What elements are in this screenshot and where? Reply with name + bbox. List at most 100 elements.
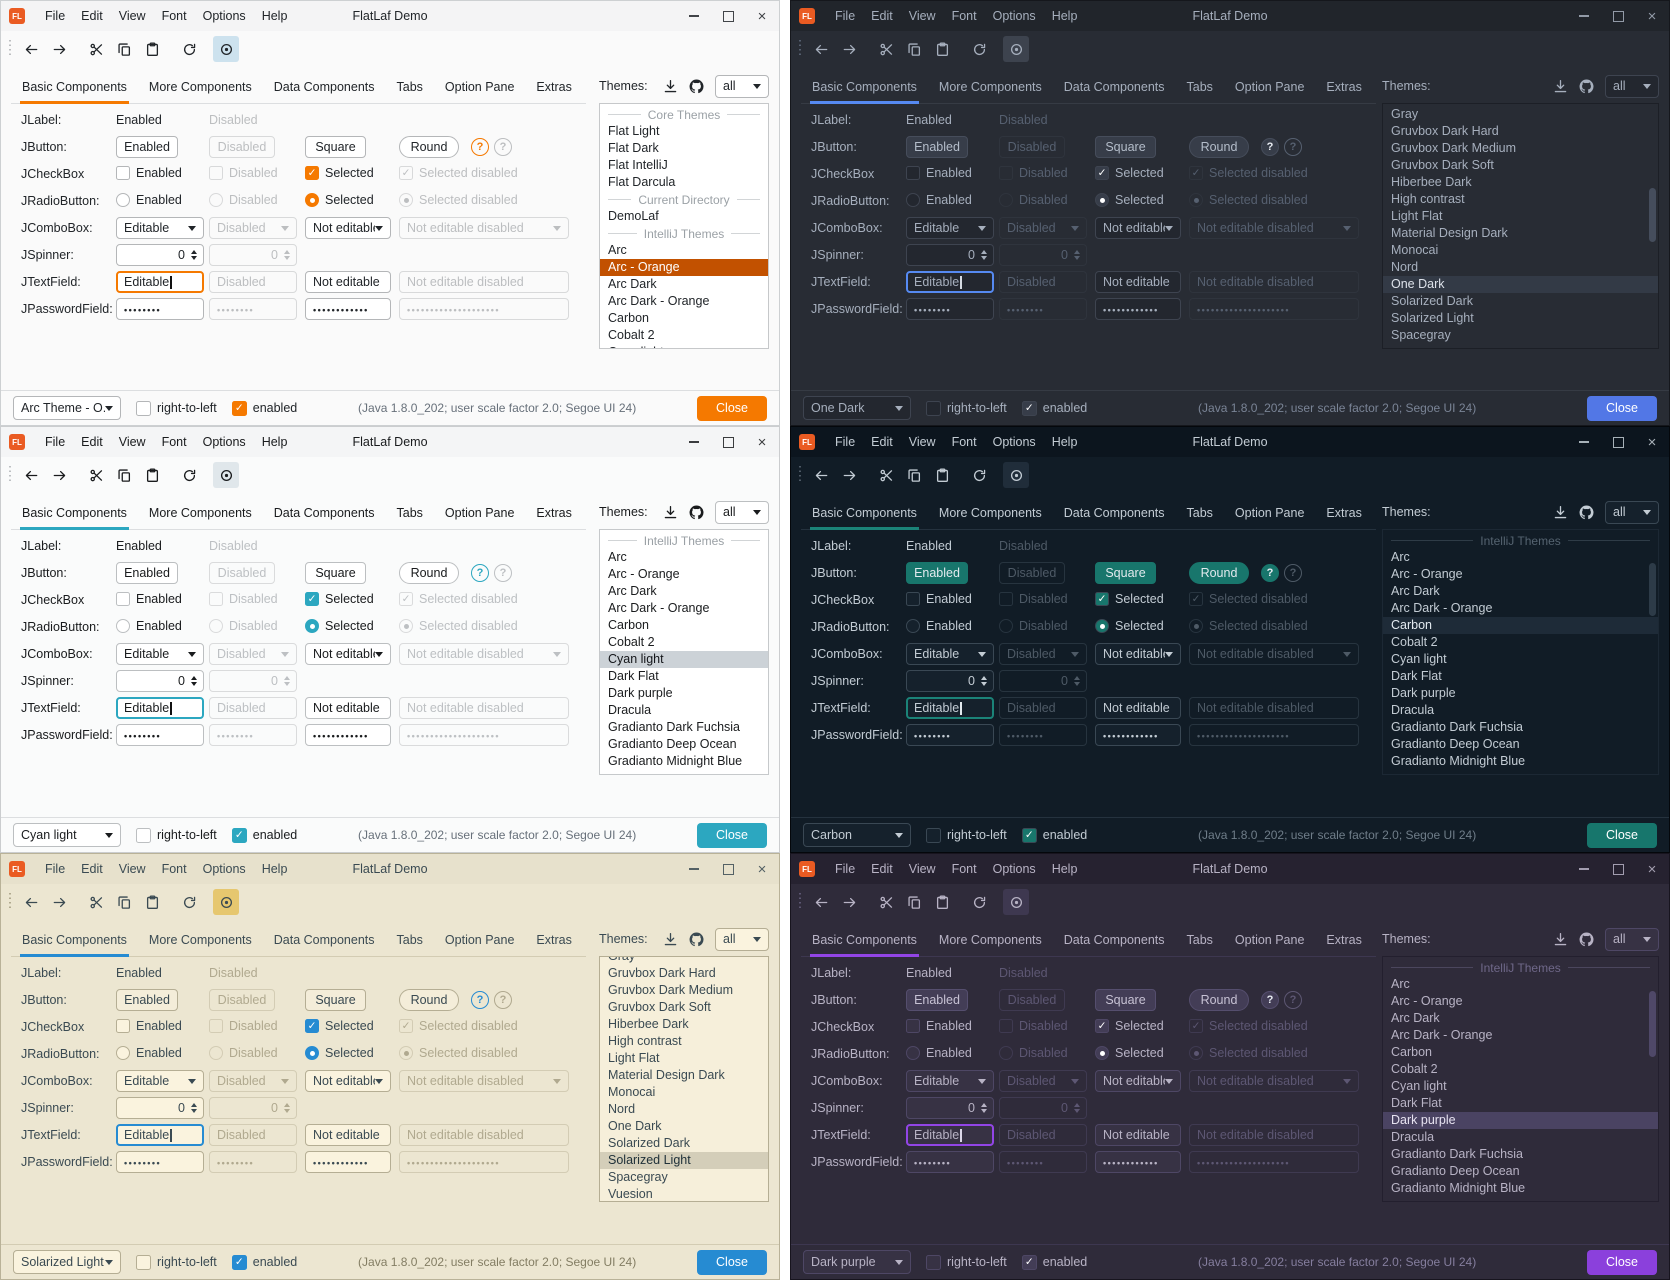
- jcombobox-not-editable-disabled[interactable]: Not editable disabled: [1189, 217, 1359, 239]
- tab-extras[interactable]: Extras: [1326, 506, 1362, 520]
- theme-list-item-solarized-dark[interactable]: Solarized Dark: [608, 1136, 690, 1150]
- help-button-disabled[interactable]: ?: [494, 564, 512, 582]
- rtl-checkbox[interactable]: right-to-left: [926, 827, 1007, 843]
- theme-list-item-carbon[interactable]: Carbon: [608, 311, 649, 325]
- theme-list-item-arc[interactable]: Arc: [1391, 550, 1410, 564]
- jcheckbox-selected-disabled[interactable]: Selected disabled: [1189, 592, 1359, 606]
- jcheckbox-selected-disabled[interactable]: Selected disabled: [399, 166, 569, 180]
- jradiobutton-enabled[interactable]: Enabled: [116, 619, 204, 633]
- paste-button[interactable]: [929, 889, 955, 915]
- tab-extras[interactable]: Extras: [536, 933, 572, 947]
- theme-list-item-arc[interactable]: Arc: [608, 243, 627, 257]
- theme-list-item-monocai[interactable]: Monocai: [608, 1085, 656, 1099]
- theme-list-item-gruvbox-dark-medium[interactable]: Gruvbox Dark Medium: [1391, 141, 1517, 155]
- close-button[interactable]: Close: [1587, 395, 1657, 421]
- menu-edit[interactable]: Edit: [871, 435, 893, 449]
- paste-button[interactable]: [139, 889, 165, 915]
- scrollbar-thumb[interactable]: [1649, 991, 1656, 1057]
- cut-button[interactable]: [873, 36, 899, 62]
- theme-list-item-solarized-dark[interactable]: Solarized Dark: [1391, 294, 1473, 308]
- close-window-button[interactable]: ×: [757, 860, 767, 878]
- menu-options[interactable]: Options: [992, 9, 1036, 23]
- theme-list-item-dracula[interactable]: Dracula: [1391, 1130, 1435, 1144]
- tab-data-components[interactable]: Data Components: [1063, 506, 1165, 520]
- jcheckbox-enabled[interactable]: Enabled: [116, 166, 204, 180]
- tab-more-components[interactable]: More Components: [148, 506, 252, 520]
- maximize-button[interactable]: [1601, 1, 1635, 31]
- jcheckbox-selected[interactable]: Selected: [1095, 592, 1181, 606]
- theme-list-item-carbon[interactable]: Carbon: [1391, 1045, 1432, 1059]
- tab-basic-components[interactable]: Basic Components: [11, 71, 138, 104]
- theme-list-item-gradianto-dark-fuchsia[interactable]: Gradianto Dark Fuchsia: [608, 720, 741, 734]
- theme-list-item-gradianto-deep-ocean[interactable]: Gradianto Deep Ocean: [1391, 1164, 1520, 1178]
- jradiobutton-enabled[interactable]: Enabled: [906, 1046, 994, 1060]
- theme-list[interactable]: IntelliJ Themes Arc Arc - Orange Arc Dark Ar…: [1382, 529, 1659, 775]
- jpasswordfield[interactable]: ••••••••: [999, 1151, 1087, 1173]
- tab-more-components[interactable]: More Components: [938, 80, 1042, 94]
- theme-combo[interactable]: Arc Theme - O...: [13, 396, 121, 420]
- help-button[interactable]: ?: [471, 564, 489, 582]
- theme-list-item-one-dark[interactable]: One Dark: [608, 1119, 662, 1133]
- menu-edit[interactable]: Edit: [871, 9, 893, 23]
- menu-font[interactable]: Font: [161, 9, 187, 23]
- jpasswordfield[interactable]: ••••••••••••: [1095, 724, 1181, 746]
- jtextfield-editable[interactable]: Editable: [116, 697, 204, 719]
- tab-option-pane[interactable]: Option Pane: [444, 933, 515, 947]
- tab-option-pane[interactable]: Option Pane: [1234, 80, 1305, 94]
- jspinner[interactable]: 0: [999, 244, 1087, 266]
- toolbar-grip[interactable]: [799, 40, 801, 58]
- jspinner[interactable]: 0: [116, 670, 204, 692]
- tab-data-components[interactable]: Data Components: [1063, 933, 1165, 947]
- jpasswordfield[interactable]: ••••••••: [209, 1151, 297, 1173]
- jcombobox-not-editable[interactable]: Not editable: [305, 643, 391, 665]
- theme-list-item-monocai[interactable]: Monocai: [1391, 243, 1439, 257]
- jtextfield-editable[interactable]: Editable: [116, 1124, 204, 1146]
- theme-list-item-spacegray[interactable]: Spacegray: [1391, 328, 1451, 342]
- cut-button[interactable]: [83, 889, 109, 915]
- menu-view[interactable]: View: [908, 435, 936, 449]
- paste-button[interactable]: [929, 462, 955, 488]
- jcombobox-editable[interactable]: Editable: [116, 643, 204, 665]
- show-hints-button[interactable]: [1003, 462, 1029, 488]
- jpasswordfield[interactable]: ••••••••: [116, 724, 204, 746]
- jtextfield-not-editable[interactable]: Not editable: [1095, 1124, 1181, 1146]
- rtl-checkbox[interactable]: right-to-left: [926, 1254, 1007, 1270]
- jtextfield-disabled[interactable]: Disabled: [209, 271, 297, 293]
- theme-list-item-gruvbox-dark-soft[interactable]: Gruvbox Dark Soft: [608, 1000, 711, 1014]
- show-hints-button[interactable]: [213, 889, 239, 915]
- enabled-checkbox[interactable]: enabled: [1021, 827, 1087, 843]
- enabled-checkbox[interactable]: enabled: [1021, 400, 1087, 416]
- theme-list-item-dracula[interactable]: Dracula: [608, 703, 652, 717]
- jcombobox-not-editable[interactable]: Not editable: [305, 1070, 391, 1092]
- menu-help[interactable]: Help: [261, 9, 288, 23]
- copy-button[interactable]: [901, 889, 927, 915]
- jradiobutton-selected-disabled[interactable]: Selected disabled: [399, 193, 569, 207]
- jtextfield-not-editable-disabled[interactable]: Not editable disabled: [1189, 1124, 1359, 1146]
- theme-list-item-carbon[interactable]: Carbon: [1383, 617, 1658, 634]
- jtextfield-not-editable-disabled[interactable]: Not editable disabled: [399, 697, 569, 719]
- cut-button[interactable]: [873, 462, 899, 488]
- jradiobutton-disabled[interactable]: Disabled: [999, 619, 1087, 633]
- menu-view[interactable]: View: [118, 435, 146, 449]
- theme-list-item-gradianto-dark-fuchsia[interactable]: Gradianto Dark Fuchsia: [1391, 1147, 1524, 1161]
- jpasswordfield[interactable]: ••••••••: [906, 298, 994, 320]
- theme-list-item-arc-dark-orange[interactable]: Arc Dark - Orange: [608, 294, 710, 308]
- theme-list-item-material-design-dark[interactable]: Material Design Dark: [608, 1068, 725, 1082]
- jtextfield-not-editable[interactable]: Not editable: [305, 697, 391, 719]
- github-icon[interactable]: [1579, 932, 1594, 947]
- jpasswordfield[interactable]: ••••••••: [209, 298, 297, 320]
- jtextfield-not-editable-disabled[interactable]: Not editable disabled: [399, 271, 569, 293]
- jradiobutton-enabled[interactable]: Enabled: [906, 193, 994, 207]
- menu-font[interactable]: Font: [161, 862, 187, 876]
- back-button[interactable]: [808, 36, 834, 62]
- theme-list-item-gruvbox-dark-soft[interactable]: Gruvbox Dark Soft: [1391, 158, 1494, 172]
- jradiobutton-enabled[interactable]: Enabled: [116, 1046, 204, 1060]
- jpasswordfield[interactable]: ••••••••••••••••••••: [1189, 1151, 1359, 1173]
- jtextfield-not-editable-disabled[interactable]: Not editable disabled: [1189, 271, 1359, 293]
- help-button[interactable]: ?: [1261, 564, 1279, 582]
- menu-help[interactable]: Help: [1051, 9, 1078, 23]
- jbutton-enabled[interactable]: Enabled: [116, 989, 178, 1011]
- jbutton-round[interactable]: Round: [1189, 989, 1249, 1011]
- menu-options[interactable]: Options: [202, 862, 246, 876]
- jspinner[interactable]: 0: [999, 670, 1087, 692]
